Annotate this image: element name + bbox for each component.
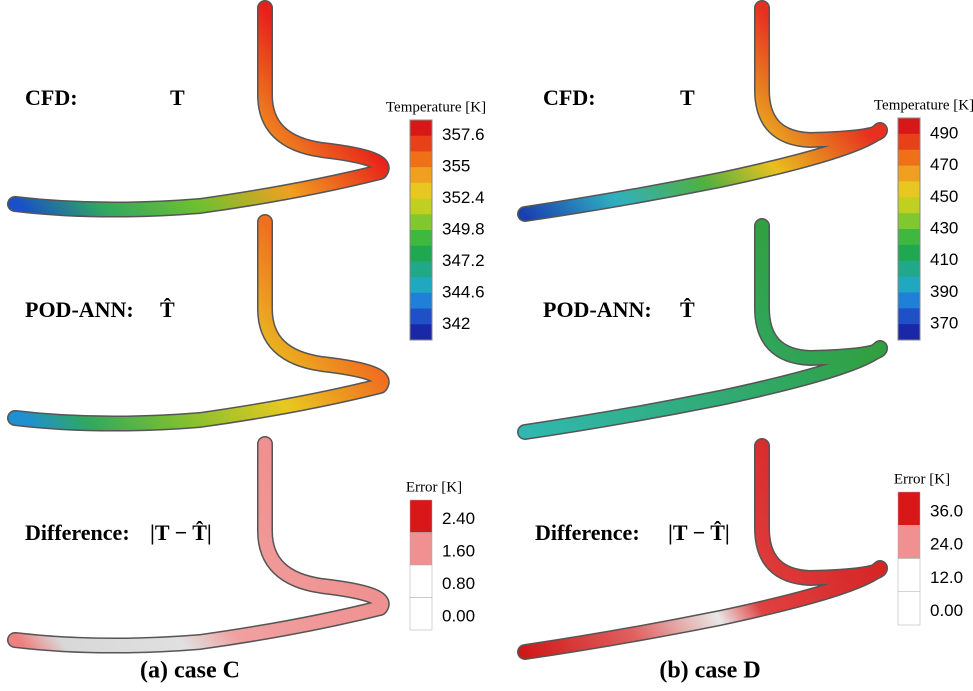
- colorbar-swatch: [898, 276, 920, 293]
- row-label: POD-ANN:: [543, 297, 652, 322]
- colorbar-swatch: [897, 591, 921, 626]
- legend-tick: 36.0: [930, 501, 963, 520]
- pipe: [8, 437, 389, 653]
- colorbar-swatch: [898, 213, 920, 230]
- colorbar-swatch: [409, 564, 433, 598]
- legend-title: Error [K]: [894, 471, 950, 487]
- legend-tick: 0.00: [930, 601, 963, 620]
- legend-tick: 1.60: [442, 541, 475, 560]
- colorbar-swatch: [410, 214, 432, 231]
- colorbar-swatch: [409, 597, 433, 631]
- legend-tick: 342: [442, 314, 470, 333]
- colorbar-swatch: [898, 133, 920, 151]
- colorbar-swatch: [898, 181, 920, 198]
- colorbar-swatch: [898, 244, 920, 262]
- legend-tick: 347.2: [442, 251, 485, 270]
- legend-tick: 0.80: [442, 574, 475, 593]
- pipe: [518, 1, 887, 221]
- caption: (a) case C: [140, 658, 240, 684]
- colorbar-swatch: [409, 532, 433, 566]
- colorbar-swatch: [897, 558, 921, 592]
- legend-title: Temperature [K]: [386, 99, 486, 115]
- legend-tick: 470: [930, 155, 958, 174]
- caption: (b) case D: [659, 658, 760, 684]
- colorbar-swatch: [898, 149, 920, 167]
- legend-tick: 344.6: [442, 282, 485, 301]
- legend-tick: 357.6: [442, 125, 485, 144]
- legend-tick: 390: [930, 282, 958, 301]
- legend-tick: 24.0: [930, 535, 963, 554]
- pipe: [518, 439, 887, 659]
- colorbar-swatch: [410, 167, 432, 184]
- legend-tick: 430: [930, 218, 958, 237]
- colorbar-swatch: [898, 292, 920, 309]
- row-symbol: |T − T̂|: [668, 520, 730, 545]
- row-symbol: T̂: [680, 297, 695, 322]
- pipes: [7, 0, 888, 660]
- row-symbol: T: [680, 85, 695, 110]
- colorbar-swatch: [410, 277, 432, 294]
- colorbar-swatch: [410, 135, 432, 152]
- legend-title: Error [K]: [406, 479, 462, 495]
- legend-tick: 355: [442, 157, 470, 176]
- colorbar-swatch: [410, 151, 432, 168]
- row-symbol: |T − T̂|: [150, 520, 212, 545]
- row-label: CFD:: [543, 85, 596, 110]
- colorbar-swatch: [410, 308, 432, 325]
- colorbar-frame: [897, 117, 921, 341]
- colorbar-swatch: [897, 491, 921, 526]
- legend-tick: 2.40: [442, 509, 475, 528]
- row-symbol: T: [170, 85, 185, 110]
- colorbar-swatch: [410, 230, 432, 247]
- legend-tick: 352.4: [442, 188, 485, 207]
- pipe: [518, 219, 887, 439]
- colorbar-swatch: [898, 229, 920, 246]
- colorbar-swatch: [410, 292, 432, 310]
- colorbar-swatch: [410, 324, 432, 341]
- legend-tick: 450: [930, 187, 958, 206]
- colorbar-swatch: [898, 324, 920, 341]
- labels: CFD: T POD-ANN: T̂ Difference: |T − T̂| (a) ca…: [25, 85, 973, 683]
- legend-tick: 490: [930, 123, 958, 142]
- legend-tick: 0.00: [442, 606, 475, 625]
- row-label: CFD:: [25, 85, 78, 110]
- row-label: Difference:: [25, 520, 130, 545]
- colorbar-swatch: [898, 197, 920, 214]
- colorbar-swatch: [898, 308, 920, 325]
- colorbar-swatch: [410, 120, 432, 137]
- pipe: [8, 215, 389, 431]
- row-label: Difference:: [535, 520, 640, 545]
- colorbar-swatch: [410, 198, 432, 215]
- legend-tick: 370: [930, 314, 958, 333]
- legend-tick: 12.0: [930, 568, 963, 587]
- colorbar-swatch: [410, 261, 432, 278]
- pipe: [8, 1, 389, 217]
- colorbar-frame: [409, 119, 433, 341]
- legend-title: Temperature [K]: [874, 97, 973, 113]
- colorbar-swatch: [410, 245, 432, 262]
- row-symbol: T̂: [160, 297, 175, 322]
- colorbar-swatch: [410, 182, 432, 200]
- colorbar-swatch: [898, 260, 920, 278]
- legend-tick: 410: [930, 250, 958, 269]
- row-label: POD-ANN:: [25, 297, 134, 322]
- legend-tick: 349.8: [442, 219, 485, 238]
- colorbar-swatch: [409, 499, 433, 533]
- colorbar-swatch: [898, 165, 920, 182]
- colorbar-swatch: [897, 525, 921, 559]
- colorbar-swatch: [898, 118, 920, 135]
